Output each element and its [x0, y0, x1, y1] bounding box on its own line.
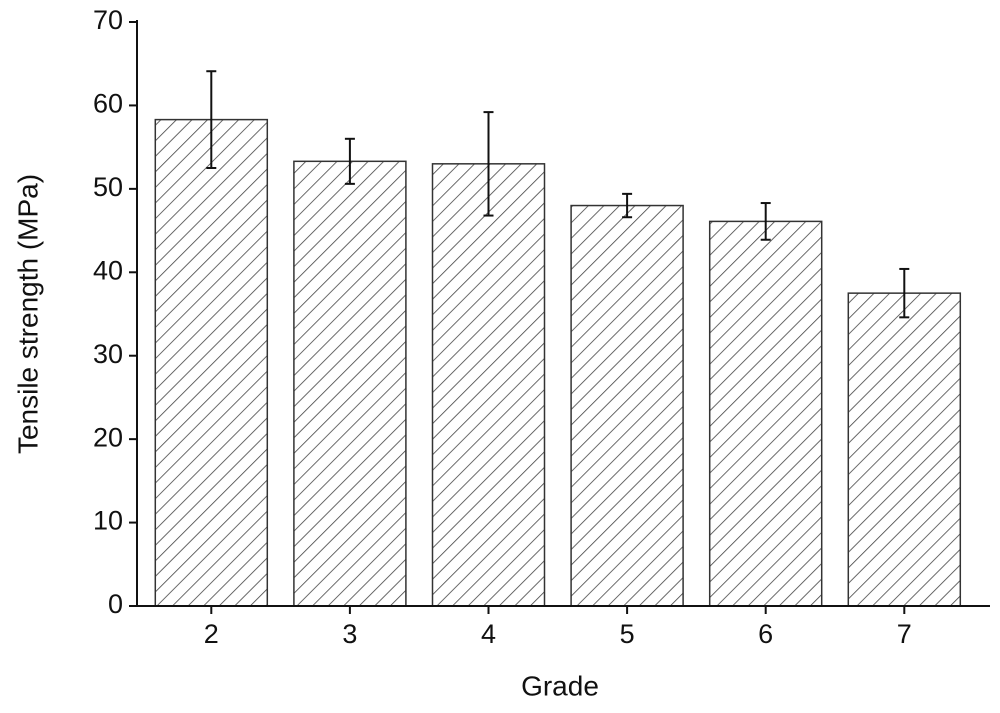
y-axis-title: Tensile strength (MPa)	[12, 174, 43, 454]
x-axis-title: Grade	[521, 670, 599, 701]
y-tick-label: 10	[93, 506, 123, 536]
y-tick-label: 20	[93, 422, 123, 452]
bar	[154, 118, 269, 607]
x-tick-label: 6	[758, 619, 773, 649]
y-tick-label: 50	[93, 172, 123, 202]
y-tick-label: 40	[93, 255, 123, 285]
x-tick-label: 7	[897, 619, 912, 649]
bar	[570, 204, 684, 607]
bar	[847, 292, 962, 607]
x-tick-label: 3	[342, 619, 357, 649]
bar	[708, 220, 823, 607]
y-tick-label: 60	[93, 89, 123, 119]
x-tick-label: 2	[204, 619, 219, 649]
x-tick-label: 5	[620, 619, 635, 649]
bar	[431, 163, 546, 607]
y-tick-label: 70	[93, 5, 123, 35]
bar	[293, 160, 407, 607]
y-tick-label: 0	[108, 589, 123, 619]
y-tick-label: 30	[93, 339, 123, 369]
x-tick-label: 4	[481, 619, 496, 649]
